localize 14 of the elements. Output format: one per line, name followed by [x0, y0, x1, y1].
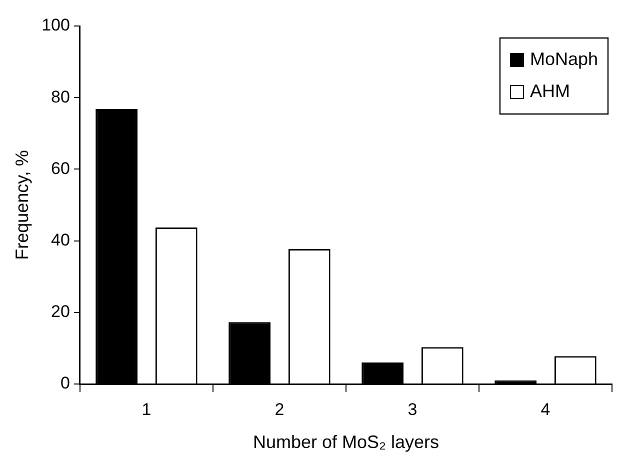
y-tick-label: 20 [51, 302, 70, 322]
y-tick-label: 0 [60, 374, 70, 393]
x-axis-title: Number of MoS₂ layers [252, 432, 440, 452]
y-tick-label: 60 [51, 158, 70, 178]
x-tick-label: 1 [142, 400, 152, 419]
legend-label: AHM [530, 80, 570, 101]
x-tick-label: 3 [408, 400, 418, 419]
x-tick-label: 4 [540, 400, 550, 419]
y-axis-title: Frequency, % [12, 150, 32, 260]
y-tick-label: 80 [51, 87, 70, 106]
y-tick-label: 40 [51, 230, 70, 250]
legend-label: MoNaph [530, 48, 598, 69]
x-tick-label: 2 [274, 400, 284, 419]
y-tick-label: 100 [42, 16, 70, 35]
